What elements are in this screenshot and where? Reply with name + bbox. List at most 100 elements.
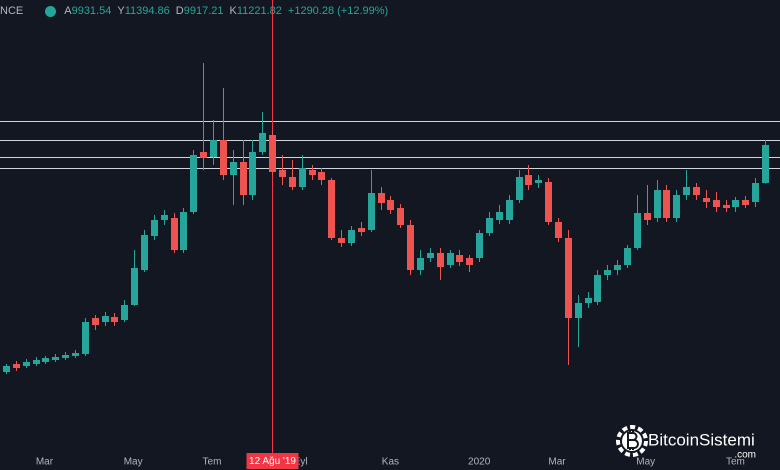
candle-body	[190, 155, 197, 212]
candle-body	[476, 233, 483, 258]
candle-body	[693, 187, 700, 195]
candle-body	[72, 353, 79, 356]
candle-body	[407, 225, 414, 270]
x-tick-label: Mar	[36, 457, 54, 468]
candle-body	[624, 248, 631, 265]
ohlc-value: 9931.54	[71, 5, 112, 17]
candle-body	[62, 355, 69, 358]
x-tick-label: 2020	[468, 457, 491, 468]
x-tick-label: Tem	[726, 457, 745, 468]
x-tick-label: May	[636, 457, 655, 468]
watermark: BitcoinSistemi .com	[616, 425, 756, 461]
candle-body	[703, 198, 710, 202]
candle-body	[82, 322, 89, 354]
candle-body	[269, 135, 276, 172]
candle-body	[200, 152, 207, 158]
status-dot	[45, 5, 57, 17]
candle-body	[397, 208, 404, 225]
candle-body	[249, 152, 256, 195]
candle-body	[663, 190, 670, 218]
candle-body	[466, 258, 473, 265]
candle-body	[102, 316, 109, 322]
candle-body	[545, 182, 552, 222]
x-tick-label: Eyl	[294, 457, 308, 468]
ohlc-value: 11394.86	[124, 5, 170, 17]
candle-body	[713, 200, 720, 207]
candle-body	[594, 275, 601, 302]
candle-body	[121, 305, 128, 320]
candle-body	[151, 220, 158, 236]
candle-body	[358, 228, 365, 232]
candle-body	[506, 200, 513, 220]
candle-body	[279, 170, 286, 177]
candle-body	[210, 140, 217, 157]
candle-body	[752, 183, 759, 202]
candle-body	[3, 366, 10, 372]
logo-b	[627, 431, 639, 450]
candle-body	[437, 253, 444, 267]
candle-body	[131, 268, 138, 305]
candle-body	[673, 195, 680, 218]
candle-body	[565, 238, 572, 318]
candle-body	[259, 133, 266, 152]
candle-body	[732, 200, 739, 207]
candle-body	[171, 218, 178, 250]
candle-body	[180, 212, 187, 250]
candle-body	[762, 145, 769, 183]
candle-body	[230, 162, 237, 175]
watermark-name: BitcoinSistemi	[648, 430, 755, 449]
candle-body	[161, 215, 168, 220]
x-tick-label: Kas	[382, 457, 399, 468]
ohlc-letter: A	[64, 5, 72, 17]
logo-gear	[616, 425, 648, 457]
candle-body	[486, 218, 493, 233]
x-tick-label: Mar	[548, 457, 566, 468]
candle-body	[456, 255, 463, 262]
candle-body	[742, 200, 749, 205]
candle-body	[683, 187, 690, 195]
candle-body	[723, 205, 730, 208]
candle-body	[220, 140, 227, 175]
ohlc-letter: Y	[117, 5, 125, 17]
candle-body	[299, 168, 306, 187]
crosshair-label-bg	[246, 453, 299, 469]
change-value: +1290.28 (+12.99%)	[287, 5, 389, 17]
candle-body	[575, 303, 582, 318]
ohlc-value: 9917.21	[183, 5, 224, 17]
candle-body	[92, 318, 99, 325]
candle-body	[23, 362, 30, 366]
candle-body	[348, 230, 355, 243]
watermark-suffix: .com	[734, 450, 756, 461]
x-tick-label: May	[124, 457, 143, 468]
ohlc-legend: NCE A 9931.54 Y 11394.86 D 9917.21 K 11221.8…	[0, 3, 394, 19]
candle-body	[289, 177, 296, 187]
candle-body	[516, 177, 523, 200]
candle-body	[318, 172, 325, 180]
candle-body	[496, 212, 503, 220]
candle-body	[378, 193, 385, 203]
ohlc-letter: K	[229, 5, 237, 17]
candle-body	[328, 180, 335, 238]
exchange-label: NCE	[0, 5, 24, 17]
candle-body	[52, 357, 59, 360]
candle-body	[427, 253, 434, 258]
candle-body	[614, 265, 621, 270]
candle-body	[141, 235, 148, 270]
candle-body	[387, 200, 394, 210]
candle-body	[111, 317, 118, 322]
candle-body	[555, 222, 562, 238]
candle-body	[604, 270, 611, 275]
candle-body	[42, 358, 49, 362]
candle-body	[338, 238, 345, 243]
candle-body	[585, 298, 592, 303]
candle-body	[240, 162, 247, 195]
candle-body	[634, 213, 641, 248]
candle-body	[13, 364, 20, 368]
candle-body	[535, 180, 542, 183]
ohlc-letter: D	[175, 5, 184, 17]
ohlc-value: 11221.82	[236, 5, 282, 17]
candle-body	[417, 258, 424, 270]
candle-body	[309, 170, 316, 175]
